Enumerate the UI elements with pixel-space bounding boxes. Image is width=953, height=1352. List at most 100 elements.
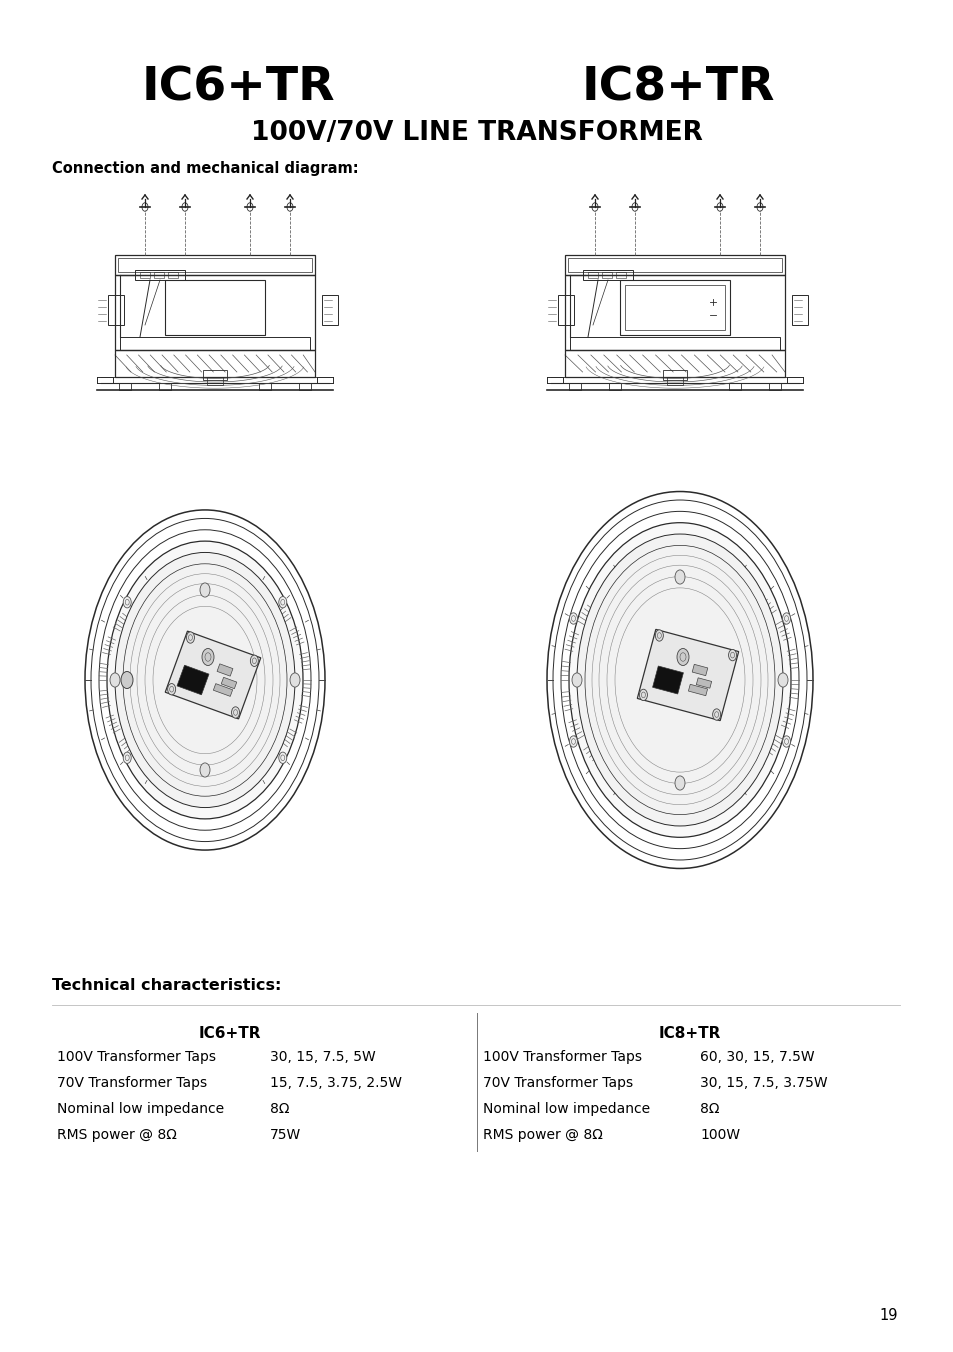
Circle shape — [202, 649, 213, 665]
Bar — [587, 272, 598, 279]
Bar — [159, 383, 171, 389]
Bar — [568, 383, 580, 389]
Text: 70V Transformer Taps: 70V Transformer Taps — [57, 1076, 207, 1090]
Polygon shape — [165, 631, 260, 719]
Bar — [616, 272, 625, 279]
Circle shape — [675, 571, 684, 584]
Bar — [165, 280, 265, 335]
Circle shape — [728, 649, 736, 661]
Text: IC6+TR: IC6+TR — [198, 1026, 261, 1041]
Bar — [298, 383, 311, 389]
Circle shape — [676, 798, 683, 808]
Polygon shape — [177, 665, 209, 695]
Polygon shape — [213, 684, 233, 696]
Bar — [601, 272, 612, 279]
Circle shape — [115, 553, 294, 807]
Bar — [115, 256, 314, 274]
Bar — [564, 350, 784, 377]
Bar — [140, 272, 150, 279]
Text: 70V Transformer Taps: 70V Transformer Taps — [482, 1076, 633, 1090]
Circle shape — [110, 673, 120, 687]
Bar — [120, 337, 310, 350]
Text: IC8+TR: IC8+TR — [659, 1026, 720, 1041]
Polygon shape — [652, 667, 682, 694]
Text: 8Ω: 8Ω — [270, 1102, 289, 1115]
Circle shape — [712, 708, 720, 721]
Polygon shape — [692, 664, 707, 676]
Text: 30, 15, 7.5, 5W: 30, 15, 7.5, 5W — [270, 1051, 375, 1064]
Bar — [564, 256, 784, 274]
Bar — [203, 370, 227, 380]
Text: 19: 19 — [879, 1307, 897, 1322]
Bar — [322, 295, 337, 324]
Bar — [569, 337, 780, 350]
Bar — [666, 377, 682, 385]
Bar — [258, 383, 271, 389]
Bar — [608, 383, 620, 389]
Text: RMS power @ 8Ω: RMS power @ 8Ω — [57, 1128, 176, 1142]
Bar — [791, 295, 807, 324]
Circle shape — [781, 612, 790, 625]
Circle shape — [232, 707, 239, 718]
Circle shape — [121, 672, 132, 688]
Circle shape — [675, 776, 684, 790]
Circle shape — [278, 596, 287, 608]
Circle shape — [123, 752, 132, 764]
Bar — [728, 383, 740, 389]
Circle shape — [569, 735, 577, 748]
Bar — [119, 383, 131, 389]
Circle shape — [569, 612, 577, 625]
Text: 100W: 100W — [700, 1128, 740, 1142]
Bar — [564, 274, 784, 350]
Bar — [115, 350, 314, 377]
Polygon shape — [696, 677, 711, 688]
Text: RMS power @ 8Ω: RMS power @ 8Ω — [482, 1128, 602, 1142]
Circle shape — [278, 752, 287, 764]
Text: 8Ω: 8Ω — [700, 1102, 719, 1115]
Text: IC8+TR: IC8+TR — [580, 65, 774, 111]
Polygon shape — [688, 684, 707, 696]
Circle shape — [676, 552, 683, 562]
Text: 60, 30, 15, 7.5W: 60, 30, 15, 7.5W — [700, 1051, 814, 1064]
Text: Nominal low impedance: Nominal low impedance — [57, 1102, 224, 1115]
Bar — [108, 295, 124, 324]
Circle shape — [186, 631, 194, 644]
Bar — [582, 270, 633, 280]
Circle shape — [639, 690, 647, 700]
Bar — [624, 285, 724, 330]
Text: Connection and mechanical diagram:: Connection and mechanical diagram: — [52, 161, 358, 176]
Text: Nominal low impedance: Nominal low impedance — [482, 1102, 649, 1115]
Bar — [558, 295, 574, 324]
Circle shape — [200, 583, 210, 598]
Bar — [135, 270, 185, 280]
Circle shape — [577, 534, 782, 826]
Bar — [118, 258, 312, 272]
Text: 30, 15, 7.5, 3.75W: 30, 15, 7.5, 3.75W — [700, 1076, 827, 1090]
Circle shape — [200, 763, 210, 777]
Text: IC6+TR: IC6+TR — [141, 65, 335, 111]
Text: 100V/70V LINE TRANSFORMER: 100V/70V LINE TRANSFORMER — [251, 120, 702, 146]
Circle shape — [107, 541, 303, 819]
Bar — [619, 280, 729, 335]
Circle shape — [778, 673, 787, 687]
Circle shape — [168, 684, 175, 695]
Bar — [115, 274, 314, 350]
Circle shape — [250, 656, 258, 667]
Circle shape — [655, 630, 662, 641]
Bar — [662, 370, 686, 380]
Bar — [207, 377, 223, 385]
Text: 100V Transformer Taps: 100V Transformer Taps — [57, 1051, 215, 1064]
Bar — [768, 383, 781, 389]
Text: 100V Transformer Taps: 100V Transformer Taps — [482, 1051, 641, 1064]
Bar — [567, 258, 781, 272]
Text: Technical characteristics:: Technical characteristics: — [52, 977, 281, 992]
Polygon shape — [637, 630, 738, 721]
Circle shape — [568, 523, 790, 837]
Polygon shape — [221, 677, 236, 688]
Circle shape — [677, 649, 688, 665]
Circle shape — [781, 735, 790, 748]
Circle shape — [290, 673, 299, 687]
Text: 75W: 75W — [270, 1128, 301, 1142]
Circle shape — [572, 673, 581, 687]
Polygon shape — [217, 664, 233, 676]
